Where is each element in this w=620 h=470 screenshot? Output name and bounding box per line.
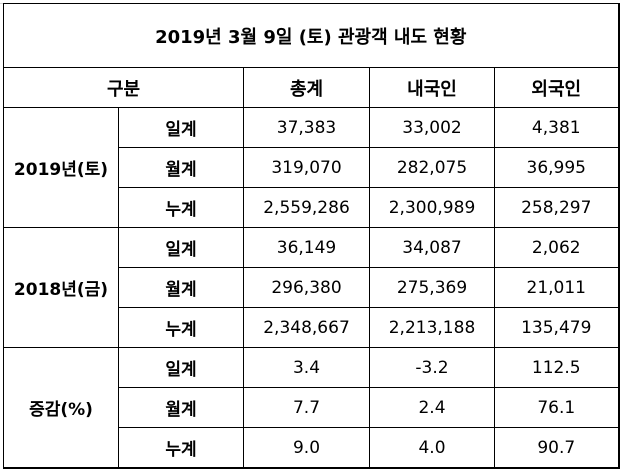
row-label: 일계 [118,347,244,388]
table-row: 누계 2,348,667 2,213,188 135,479 [4,307,619,348]
cell-total: 2,559,286 [243,187,370,228]
row-label: 일계 [118,107,244,148]
cell-total: 2,348,667 [243,307,370,348]
cell-foreign: 135,479 [494,307,619,348]
cell-total: 37,383 [243,107,370,148]
cell-foreign: 2,062 [494,227,619,268]
cell-domestic: 2.4 [369,387,495,428]
group-label: 2018년(금) [3,227,119,348]
cell-foreign: 258,297 [494,187,619,228]
table-row: 월계 296,380 275,369 21,011 [4,267,619,308]
table-row: 2018년(금) 일계 36,149 34,087 2,062 [3,227,619,348]
table-title: 2019년 3월 9일 (토) 관광객 내도 현황 [3,3,619,68]
cell-total: 7.7 [243,387,370,428]
row-label: 월계 [118,147,244,188]
row-label: 일계 [118,227,244,268]
table-row: 누계 2,559,286 2,300,989 258,297 [4,187,619,228]
table-row: 월계 7.7 2.4 76.1 [4,387,619,428]
cell-foreign: 21,011 [494,267,619,308]
row-label: 누계 [118,187,244,228]
row-label: 월계 [118,387,244,428]
cell-domestic: 2,213,188 [369,307,495,348]
cell-total: 319,070 [243,147,370,188]
cell-foreign: 36,995 [494,147,619,188]
row-label: 월계 [118,267,244,308]
cell-foreign: 4,381 [494,107,619,148]
cell-foreign: 112.5 [494,347,619,388]
cell-domestic: 275,369 [369,267,495,308]
header-category: 구분 [3,67,244,108]
header-foreign: 외국인 [494,67,619,108]
cell-domestic: 2,300,989 [369,187,495,228]
header-total: 총계 [243,67,370,108]
header-domestic: 내국인 [369,67,495,108]
table-row: 증감(%) 일계 3.4 -3.2 112.5 [3,347,619,469]
cell-total: 9.0 [243,427,370,469]
cell-foreign: 90.7 [494,427,619,469]
table-row: 월계 319,070 282,075 36,995 [4,147,619,188]
table-row: 누계 9.0 4.0 90.7 [4,427,619,469]
group-label: 증감(%) [3,347,119,469]
table-row: 2019년(토) 일계 37,383 33,002 4,381 [3,107,619,228]
cell-foreign: 76.1 [494,387,619,428]
row-label: 누계 [118,427,244,469]
cell-domestic: 34,087 [369,227,495,268]
cell-total: 296,380 [243,267,370,308]
cell-domestic: -3.2 [369,347,495,388]
cell-total: 3.4 [243,347,370,388]
group-label: 2019년(토) [3,107,119,228]
cell-domestic: 4.0 [369,427,495,469]
cell-domestic: 33,002 [369,107,495,148]
tourist-arrivals-table: 2019년 3월 9일 (토) 관광객 내도 현황 구분 총계 내국인 외국인 … [3,3,620,469]
cell-total: 36,149 [243,227,370,268]
cell-domestic: 282,075 [369,147,495,188]
row-label: 누계 [118,307,244,348]
